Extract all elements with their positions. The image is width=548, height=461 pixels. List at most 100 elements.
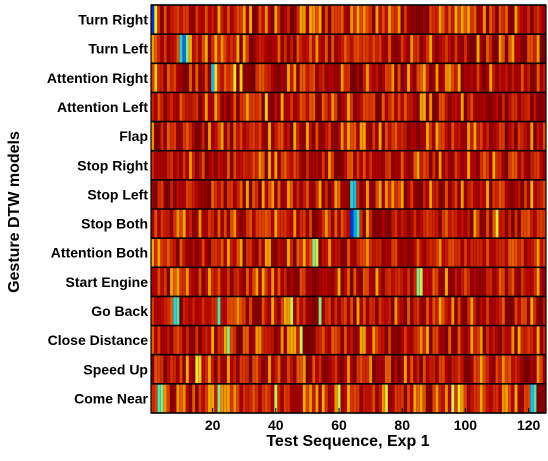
row-label: Start Engine: [66, 274, 149, 290]
heatmap-cell: [242, 267, 247, 297]
heatmap-cell: [290, 238, 294, 268]
heatmap-cell: [435, 34, 439, 64]
heatmap-cell: [176, 179, 180, 209]
heatmap-cell: [271, 209, 275, 239]
heatmap-cell: [359, 354, 364, 384]
heatmap-cell: [416, 325, 420, 355]
heatmap-cell: [188, 34, 193, 64]
heatmap-cell: [441, 354, 446, 384]
heatmap-cell: [214, 63, 218, 93]
heatmap-cell: [192, 325, 196, 355]
heatmap-cell: [460, 383, 465, 413]
heatmap-cell: [169, 209, 174, 239]
heatmap-cell: [498, 92, 503, 122]
heatmap-cell: [233, 383, 237, 413]
heatmap-cell: [470, 267, 474, 297]
heatmap-cell: [226, 92, 231, 122]
heatmap-cell: [397, 92, 402, 122]
heatmap-cell: [185, 296, 190, 326]
heatmap-cell: [542, 179, 547, 209]
heatmap-cell: [242, 325, 247, 355]
heatmap-cell: [255, 5, 259, 35]
heatmap-cell: [346, 34, 351, 64]
heatmap-cell: [293, 267, 297, 297]
heatmap-cell: [264, 354, 269, 384]
heatmap-cell: [185, 325, 190, 355]
heatmap-cell: [419, 63, 424, 93]
heatmap-cell: [337, 34, 341, 64]
heatmap-cells: [150, 5, 547, 413]
heatmap-cell: [261, 92, 266, 122]
heatmap-cell: [340, 325, 345, 355]
heatmap-cell: [217, 238, 221, 268]
heatmap-cell: [444, 296, 449, 326]
heatmap-cell: [467, 296, 471, 326]
heatmap-cell: [495, 209, 499, 239]
heatmap-cell: [353, 63, 357, 93]
heatmap-cell: [463, 34, 468, 64]
heatmap-cell: [290, 209, 294, 239]
heatmap-cell: [309, 92, 313, 122]
heatmap-cell: [473, 150, 477, 180]
heatmap-cell: [280, 121, 285, 151]
heatmap-cell: [185, 5, 190, 35]
heatmap-cell: [299, 92, 304, 122]
heatmap-cell: [495, 150, 499, 180]
heatmap-cell: [495, 179, 499, 209]
heatmap-cell: [277, 325, 281, 355]
heatmap-cell: [179, 354, 183, 384]
heatmap-cell: [384, 354, 389, 384]
heatmap-cell: [523, 354, 528, 384]
heatmap-cell: [391, 325, 395, 355]
heatmap-cell: [504, 121, 509, 151]
heatmap-cell: [160, 325, 165, 355]
heatmap-cell: [375, 267, 379, 297]
heatmap-cell: [274, 325, 278, 355]
heatmap-cell: [388, 150, 392, 180]
heatmap-cell: [217, 34, 221, 64]
heatmap-cell: [378, 92, 383, 122]
heatmap-cell: [397, 354, 402, 384]
heatmap-cell: [261, 383, 266, 413]
heatmap-cell: [448, 209, 452, 239]
heatmap-cell: [236, 150, 240, 180]
heatmap-cell: [425, 296, 430, 326]
heatmap-cell: [504, 150, 509, 180]
heatmap-cell: [343, 179, 348, 209]
heatmap-cell: [267, 5, 272, 35]
heatmap-cell: [309, 179, 313, 209]
heatmap-cell: [508, 209, 512, 239]
heatmap-cell: [369, 238, 373, 268]
row-label: Come Near: [74, 390, 148, 406]
heatmap-cell: [375, 354, 379, 384]
x-tick-label: 120: [517, 417, 541, 433]
heatmap-cell: [173, 150, 177, 180]
heatmap-cell: [530, 238, 534, 268]
heatmap-cell: [403, 92, 408, 122]
heatmap-cell: [261, 325, 266, 355]
heatmap-cell: [425, 179, 430, 209]
heatmap-cell: [176, 34, 180, 64]
heatmap-cell: [435, 150, 439, 180]
heatmap-cell: [277, 179, 281, 209]
heatmap-cell: [248, 34, 253, 64]
heatmap-cell: [397, 238, 402, 268]
row-label: Stop Left: [87, 186, 148, 202]
heatmap-cell: [457, 179, 462, 209]
heatmap-cell: [375, 121, 379, 151]
heatmap-cell: [353, 354, 357, 384]
heatmap-cell: [346, 121, 351, 151]
heatmap-cell: [327, 325, 332, 355]
heatmap-cell: [489, 296, 493, 326]
heatmap-cell: [290, 383, 294, 413]
heatmap-cell: [201, 209, 206, 239]
heatmap-cell: [154, 179, 158, 209]
heatmap-cell: [410, 63, 414, 93]
heatmap-cell: [324, 296, 329, 326]
heatmap-cell: [388, 92, 392, 122]
heatmap-cell: [173, 325, 177, 355]
heatmap-cell: [299, 121, 304, 151]
heatmap-cell: [463, 296, 468, 326]
heatmap-cell: [391, 238, 395, 268]
heatmap-cell: [312, 5, 316, 35]
